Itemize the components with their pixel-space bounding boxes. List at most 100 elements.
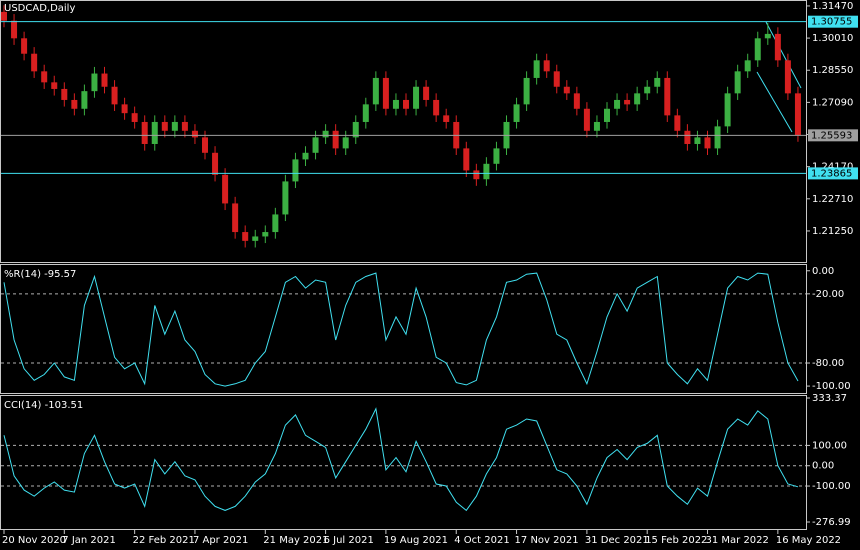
candle-body: [282, 181, 289, 215]
level-label: 1.30755: [811, 17, 852, 28]
candle-body: [644, 86, 651, 94]
indicator-line: [3, 407, 799, 512]
candle-body: [483, 163, 490, 180]
candle-body: [352, 121, 359, 138]
level-box: [808, 15, 858, 28]
y-tick-label: -100.00: [812, 481, 851, 492]
candle-body: [392, 99, 399, 109]
candle-body: [654, 77, 661, 87]
candle-body: [614, 99, 621, 109]
x-tick-label: 21 May 2021: [263, 535, 328, 546]
y-tick-label: 333.37: [812, 393, 847, 404]
candle-body: [71, 99, 78, 109]
candle-body: [131, 113, 138, 122]
x-tick-label: 16 May 2022: [776, 535, 841, 546]
candle-body: [342, 137, 349, 149]
candle-body: [734, 71, 741, 94]
y-tick-label: -20.00: [812, 289, 844, 300]
candle-body: [543, 60, 550, 72]
candle-body: [553, 71, 560, 87]
candle-body: [754, 38, 761, 61]
candle-body: [513, 104, 520, 122]
candle-body: [21, 38, 28, 54]
candle-body: [463, 148, 470, 171]
candle-body: [181, 121, 188, 131]
level-label: 1.25593: [811, 130, 852, 141]
candle-body: [312, 137, 319, 153]
candle-body: [111, 86, 118, 105]
candle-body: [11, 20, 18, 39]
trend-line: [765, 21, 802, 89]
x-tick-label: 20 Nov 2020: [2, 535, 66, 546]
candle-body: [81, 91, 88, 109]
candle-body: [573, 93, 580, 109]
trend-line: [756, 71, 793, 133]
candle-body: [272, 214, 279, 233]
candle-body: [101, 73, 108, 87]
candle-body: [212, 152, 219, 175]
y-tick-label: 1.30010: [812, 33, 853, 44]
candle-body: [563, 86, 570, 94]
y-tick-label: 1.28550: [812, 65, 853, 76]
candle-body: [433, 99, 440, 116]
candle-body: [161, 121, 168, 131]
x-tick-label: 22 Feb 2021: [133, 535, 195, 546]
x-tick-label: 31 Mar 2022: [706, 535, 769, 546]
x-tick-label: 4 Oct 2021: [454, 535, 509, 546]
x-tick-label: 17 Nov 2021: [515, 535, 579, 546]
candle-body: [473, 170, 480, 180]
level-box: [808, 129, 858, 142]
candle-body: [382, 77, 389, 109]
candle-body: [634, 93, 641, 105]
candle-body: [604, 108, 610, 122]
wpr-title: %R(14) -95.57: [4, 269, 76, 280]
y-tick-label: -80.00: [812, 358, 844, 369]
level-label: 1.23865: [811, 168, 852, 179]
candle-body: [151, 121, 158, 144]
x-tick-label: 31 Dec 2021: [585, 535, 649, 546]
candle-body: [232, 203, 239, 233]
candle-body: [744, 60, 751, 72]
candle-body: [764, 33, 771, 39]
candle-body: [91, 73, 98, 92]
candle-body: [794, 93, 801, 136]
candle-body: [493, 148, 500, 164]
candle-body: [322, 130, 329, 138]
candle-body: [583, 108, 590, 131]
candle-body: [523, 77, 530, 105]
candle-body: [1, 11, 7, 21]
candle-body: [302, 152, 309, 160]
candle-body: [141, 121, 148, 144]
x-tick-label: 6 Jul 2021: [324, 535, 374, 546]
candle-body: [372, 77, 379, 105]
candle-body: [443, 115, 450, 122]
candle-body: [724, 93, 731, 127]
cci-panel-frame: [0, 395, 807, 530]
candle-body: [423, 86, 430, 100]
y-tick-label: 1.24170: [812, 162, 853, 173]
y-tick-label: 0.00: [812, 461, 834, 472]
x-tick-label: 7 Apr 2021: [193, 535, 248, 546]
candle-body: [252, 236, 259, 241]
candle-body: [704, 137, 711, 149]
candle-body: [413, 86, 420, 109]
candle-body: [41, 71, 48, 83]
wpr-panel-frame: [0, 264, 807, 394]
x-tick-label: 7 Jan 2021: [62, 535, 116, 546]
candle-body: [171, 121, 178, 131]
y-tick-label: 1.27090: [812, 97, 853, 108]
candle-body: [684, 130, 691, 144]
level-box: [808, 167, 858, 180]
candle-body: [222, 174, 229, 204]
candle-body: [593, 121, 600, 131]
price-title: USDCAD,Daily: [4, 3, 75, 14]
y-tick-label: 1.31470: [812, 1, 853, 12]
candle-body: [784, 60, 791, 94]
y-tick-label: 1.22710: [812, 194, 853, 205]
candle-body: [191, 130, 198, 138]
cci-title: CCI(14) -103.51: [4, 400, 83, 411]
candle-body: [332, 130, 339, 149]
